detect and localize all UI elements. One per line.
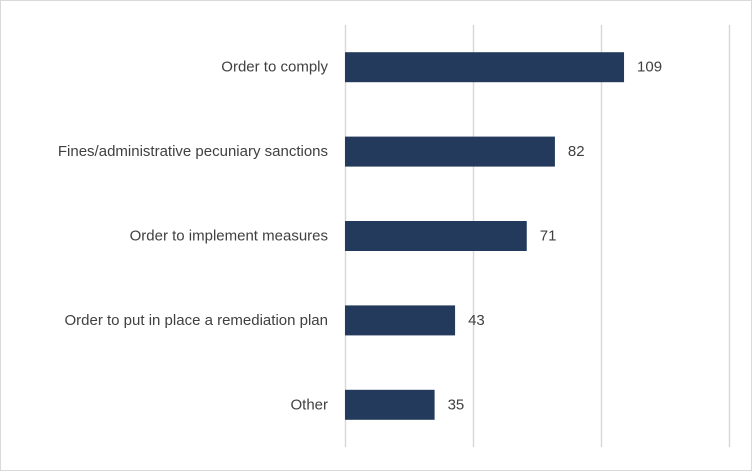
category-label: Order to put in place a remediation plan — [65, 312, 329, 329]
bar-2 — [345, 221, 527, 251]
category-label: Order to implement measures — [130, 228, 328, 245]
bar-4 — [345, 389, 435, 420]
category-label: Order to comply — [221, 59, 328, 76]
bar-0 — [345, 52, 625, 83]
bar-3 — [345, 305, 456, 336]
data-label: 109 — [637, 59, 662, 76]
data-labels: 109 82 71 43 35 — [448, 59, 662, 414]
data-label: 35 — [448, 396, 465, 413]
data-label: 71 — [540, 228, 557, 245]
data-label: 43 — [468, 312, 485, 329]
bar-1 — [345, 136, 555, 167]
category-labels: Order to comply Fines/administrative pecu… — [58, 59, 329, 414]
category-label: Other — [290, 396, 328, 413]
data-label: 82 — [568, 143, 585, 160]
category-label: Fines/administrative pecuniary sanctions — [58, 143, 328, 160]
bars — [345, 52, 625, 420]
